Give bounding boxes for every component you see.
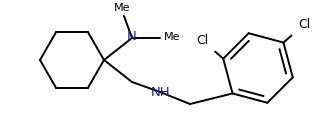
Text: Me: Me <box>164 32 180 42</box>
Text: Cl: Cl <box>196 34 208 47</box>
Text: N: N <box>127 30 137 44</box>
Text: Me: Me <box>114 3 130 13</box>
Text: Cl: Cl <box>298 18 311 31</box>
Text: NH: NH <box>151 85 171 99</box>
